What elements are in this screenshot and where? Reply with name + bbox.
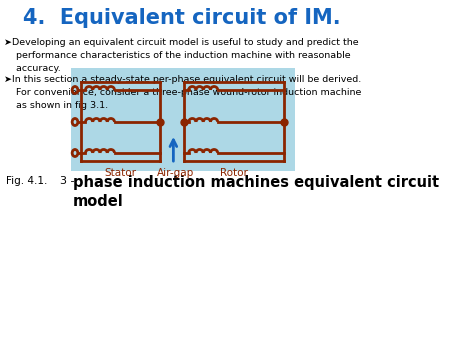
Text: Air-gap: Air-gap <box>157 168 194 178</box>
Text: Stator: Stator <box>104 168 136 178</box>
Text: 4.  Equivalent circuit of IM.: 4. Equivalent circuit of IM. <box>22 8 340 28</box>
Text: ➤Developing an equivalent circuit model is useful to study and predict the
    p: ➤Developing an equivalent circuit model … <box>4 38 359 73</box>
Text: 3 -: 3 - <box>60 176 78 186</box>
Bar <box>71 68 295 171</box>
Text: phase induction machines equivalent circuit
model: phase induction machines equivalent circ… <box>72 175 439 209</box>
Text: ➤In this section a steady-state per-phase equivalent circuit will be derived.
  : ➤In this section a steady-state per-phas… <box>4 75 361 110</box>
Text: Fig. 4.1.: Fig. 4.1. <box>6 176 48 186</box>
Text: Rotor: Rotor <box>220 168 248 178</box>
